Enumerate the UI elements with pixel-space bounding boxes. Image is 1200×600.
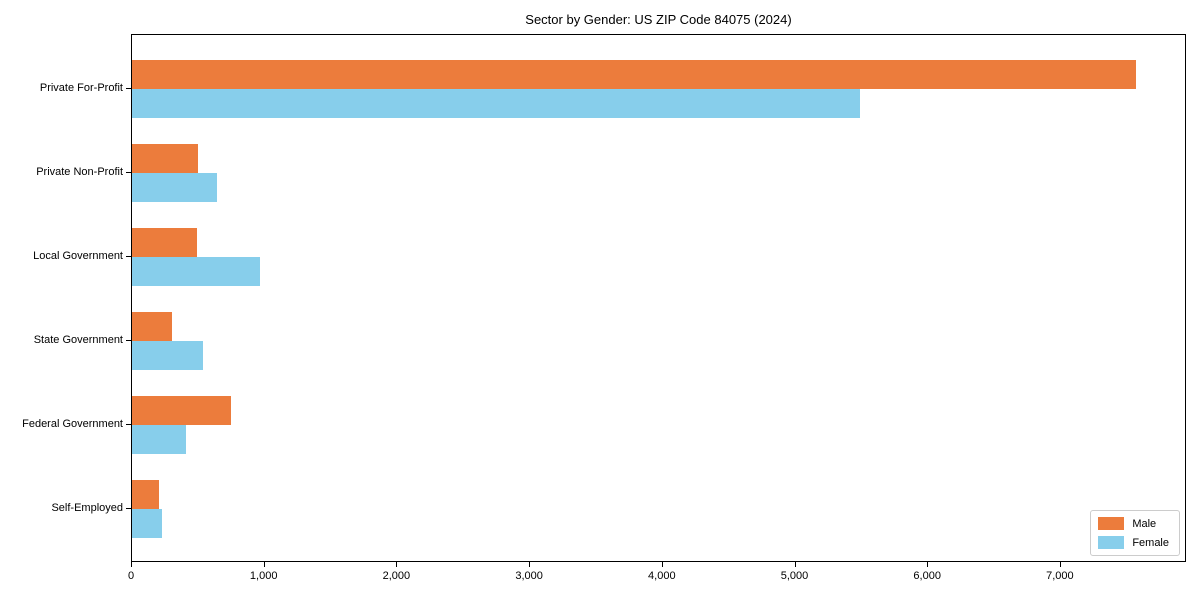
x-tick-mark (529, 562, 531, 567)
bar-male-self-employed (132, 479, 159, 509)
plot-area: Male Female (131, 34, 1186, 562)
bar-female-private-non-profit (132, 173, 217, 203)
bar-male-local-government (132, 228, 197, 258)
x-tick-label-0: 0 (127, 570, 135, 582)
x-tick-mark (1059, 562, 1061, 567)
x-tick-mark (131, 562, 132, 567)
y-tick-label-private-non-profit: Private Non-Profit (36, 166, 123, 179)
legend: Male Female (1090, 510, 1180, 556)
legend-item-female: Female (1098, 536, 1169, 549)
y-tick-mark (126, 339, 131, 341)
chart-title: Sector by Gender: US ZIP Code 84075 (202… (525, 12, 792, 27)
bar-male-federal-government (132, 395, 232, 425)
legend-item-male: Male (1098, 517, 1169, 530)
bar-female-local-government (132, 257, 261, 287)
bar-male-private-non-profit (132, 144, 199, 174)
x-tick-mark (263, 562, 265, 567)
y-tick-mark (126, 256, 131, 258)
y-tick-label-self-employed: Self-Employed (51, 501, 123, 514)
x-tick-label-4000: 4,000 (648, 570, 676, 582)
bar-female-federal-government (132, 424, 186, 454)
y-tick-mark (126, 88, 131, 90)
bars-layer (132, 35, 1185, 561)
x-tick-mark (794, 562, 796, 567)
bar-female-self-employed (132, 508, 162, 538)
x-tick-mark (396, 562, 398, 567)
y-tick-mark (126, 172, 131, 174)
x-tick-label-3000: 3,000 (515, 570, 543, 582)
y-tick-label-federal-government: Federal Government (22, 417, 123, 430)
bar-male-private-for-profit (132, 60, 1137, 90)
y-tick-label-state-government: State Government (33, 333, 123, 346)
x-tick-label-6000: 6,000 (913, 570, 941, 582)
x-tick-label-1000: 1,000 (249, 570, 278, 582)
y-tick-label-local-government: Local Government (33, 250, 123, 263)
y-tick-mark (126, 507, 131, 509)
x-tick-mark (661, 562, 663, 567)
legend-label-male: Male (1132, 517, 1157, 530)
y-tick-mark (126, 423, 131, 425)
legend-swatch-male (1098, 517, 1125, 530)
x-tick-label-5000: 5,000 (780, 570, 809, 582)
bar-male-state-government (132, 311, 172, 341)
x-tick-label-7000: 7,000 (1046, 570, 1074, 582)
x-tick-mark (927, 562, 929, 567)
x-tick-label-2000: 2,000 (382, 570, 411, 582)
y-tick-label-private-for-profit: Private For-Profit (39, 82, 123, 95)
legend-label-female: Female (1132, 536, 1169, 549)
bar-female-private-for-profit (132, 89, 861, 119)
bar-female-state-government (132, 340, 204, 370)
legend-swatch-female (1098, 536, 1125, 549)
